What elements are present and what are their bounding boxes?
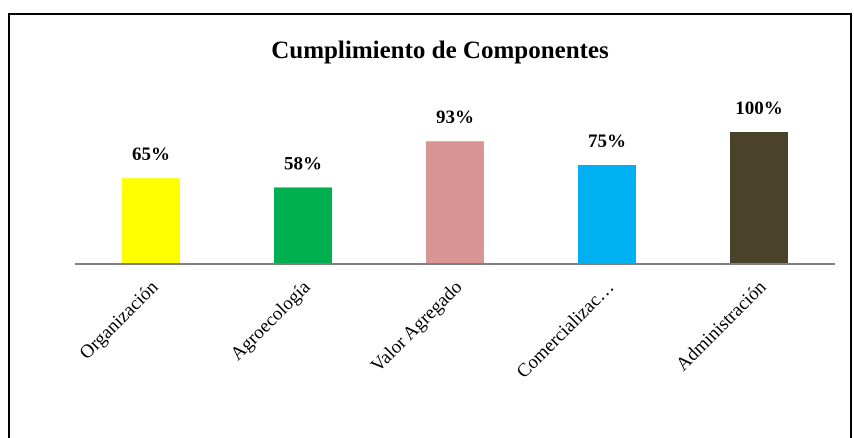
chart-title: Cumplimiento de Componentes	[271, 37, 609, 64]
value-label: 93%	[436, 107, 474, 128]
bar	[274, 187, 332, 264]
value-label: 65%	[132, 144, 170, 165]
bar	[730, 132, 788, 264]
value-label: 100%	[735, 98, 783, 119]
bar	[426, 141, 484, 264]
value-label: 58%	[284, 153, 322, 174]
bar	[578, 165, 636, 264]
value-label: 75%	[588, 131, 626, 152]
bar	[122, 178, 180, 264]
